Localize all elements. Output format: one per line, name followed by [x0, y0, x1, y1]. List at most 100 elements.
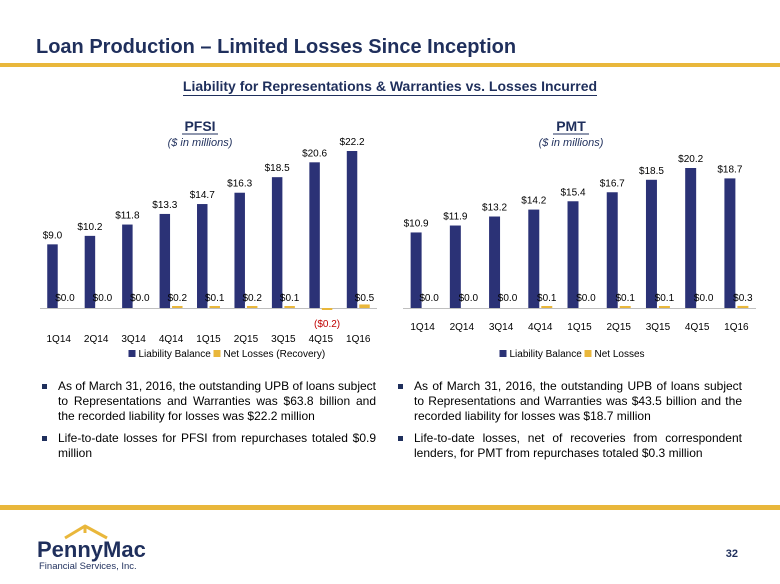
pfsi-liability-label: $10.2 [77, 222, 102, 233]
pmt-losses-label: $0.1 [655, 293, 675, 304]
pfsi-liability-label: $11.8 [115, 211, 140, 222]
pmt-liability-bar [410, 232, 422, 308]
pfsi-x-tick-label: 1Q14 [46, 334, 71, 345]
pfsi-liability-label: $22.2 [340, 137, 365, 148]
pmt-liability-label: $14.2 [521, 196, 546, 207]
pfsi-x-tick-label: 4Q15 [309, 334, 334, 345]
pfsi-legend-label-liability: Liability Balance [139, 349, 212, 360]
pfsi-losses-bar [209, 306, 220, 308]
pfsi-x-tick-label: 1Q16 [346, 334, 371, 345]
pmt-chart: PMT ($ in millions) $10.9 $0.0 1Q14 $11.9 $0.0… [403, 118, 756, 360]
page-title: Loan Production – Limited Losses Since I… [36, 36, 517, 58]
pmt-losses-bar [541, 306, 553, 308]
pfsi-legend: Liability Balance Net Losses (Recovery) [128, 349, 326, 360]
pfsi-liability-label: $20.6 [302, 148, 327, 159]
pmt-x-tick-label: 1Q15 [567, 322, 592, 333]
pmt-losses-label: $0.0 [694, 293, 714, 304]
pfsi-chart: PFSI ($ in millions) $9.0 $0.0 1Q14 $10.2 $0.0… [40, 118, 377, 360]
pfsi-liability-bar [122, 224, 133, 308]
pmt-losses-bar [619, 306, 631, 308]
title-divider [0, 63, 780, 67]
pmt-x-tick-label: 1Q14 [410, 322, 435, 333]
logo-wordmark: PennyMac [37, 537, 146, 562]
pmt-losses-label: $0.1 [615, 293, 635, 304]
pmt-losses-bar [737, 305, 749, 308]
section-subtitle: Liability for Representations & Warranti… [0, 78, 780, 96]
pfsi-note-upb: As of March 31, 2016, the outstanding UP… [40, 379, 376, 424]
pfsi-losses-label: $0.1 [280, 293, 300, 304]
pmt-liability-bar [606, 192, 618, 308]
pmt-liability-bar [567, 201, 579, 308]
pmt-note-losses: Life-to-date losses, net of recoveries f… [396, 431, 742, 461]
pmt-x-tick-label: 2Q14 [450, 322, 475, 333]
pfsi-x-tick-label: 3Q14 [121, 334, 146, 345]
pfsi-losses-label: $0.1 [205, 293, 225, 304]
pfsi-liability-bar [159, 213, 171, 308]
pmt-liability-bar [449, 225, 461, 308]
pmt-x-tick-label: 4Q15 [685, 322, 710, 333]
pfsi-liability-label: $14.7 [190, 190, 215, 201]
pfsi-losses-bar [284, 306, 295, 308]
pmt-liability-label: $20.2 [678, 154, 703, 165]
page-number: 32 [725, 548, 738, 560]
pmt-chart-title: PMT [556, 118, 586, 134]
pmt-x-tick-label: 2Q15 [606, 322, 631, 333]
pfsi-x-tick-label: 1Q15 [196, 334, 221, 345]
pfsi-losses-bar [321, 308, 333, 310]
pfsi-losses-label: ($0.2) [314, 319, 340, 330]
pmt-losses-label: $0.3 [733, 293, 753, 304]
pfsi-liability-bar [234, 192, 245, 308]
pfsi-x-tick-label: 4Q14 [159, 334, 184, 345]
pmt-losses-label: $0.0 [419, 293, 439, 304]
pmt-liability-label: $10.9 [404, 218, 429, 229]
footer-divider [0, 505, 780, 510]
pmt-losses-label: $0.0 [498, 293, 518, 304]
pfsi-legend-label-losses: Net Losses (Recovery) [224, 349, 326, 360]
pfsi-liability-bar [271, 177, 283, 308]
pmt-legend-swatch-liability [499, 350, 507, 357]
pmt-liability-bar [724, 178, 736, 308]
pennymac-logo: PennyMac Financial Services, Inc. [37, 524, 146, 572]
section-subtitle-text: Liability for Representations & Warranti… [182, 78, 598, 96]
pmt-chart-subtitle: ($ in millions) [539, 137, 604, 149]
pmt-x-tick-label: 3Q15 [646, 322, 671, 333]
pmt-legend-label-losses: Net Losses [595, 349, 645, 360]
pmt-liability-label: $11.9 [443, 212, 468, 223]
pfsi-losses-label: $0.2 [168, 293, 188, 304]
pmt-liability-label: $16.7 [600, 178, 625, 189]
pmt-x-tick-label: 3Q14 [489, 322, 514, 333]
pmt-x-tick-label: 4Q14 [528, 322, 553, 333]
pfsi-x-tick-label: 2Q14 [84, 334, 109, 345]
pfsi-liability-bar [84, 235, 96, 308]
pmt-liability-bar [645, 179, 657, 308]
pfsi-x-tick-label: 3Q15 [271, 334, 296, 345]
pmt-legend-swatch-losses [584, 350, 592, 357]
pfsi-legend-swatch-liability [128, 350, 136, 357]
pfsi-chart-subtitle: ($ in millions) [168, 137, 233, 149]
pfsi-chart-title: PFSI [184, 118, 215, 134]
pmt-losses-label: $0.1 [537, 293, 557, 304]
pfsi-losses-bar [359, 304, 370, 308]
pfsi-losses-label: $0.2 [242, 293, 262, 304]
pfsi-liability-bar [346, 151, 358, 308]
pfsi-liability-bar [197, 204, 208, 308]
pmt-liability-bar [685, 168, 697, 308]
pfsi-x-tick-label: 2Q15 [234, 334, 259, 345]
pfsi-losses-label: $0.0 [130, 293, 150, 304]
pmt-liability-bar [489, 216, 501, 308]
pfsi-legend-swatch-losses [213, 350, 221, 357]
logo-tagline: Financial Services, Inc. [39, 561, 137, 572]
pfsi-note-losses: Life-to-date losses for PFSI from repurc… [40, 431, 376, 461]
pmt-legend-label-liability: Liability Balance [510, 349, 583, 360]
pfsi-liability-label: $13.3 [152, 200, 177, 211]
pmt-liability-label: $18.5 [639, 166, 664, 177]
pmt-liability-label: $18.7 [717, 164, 742, 175]
pfsi-losses-label: $0.0 [93, 293, 113, 304]
pmt-note-upb: As of March 31, 2016, the outstanding UP… [396, 379, 742, 424]
pfsi-liability-label: $9.0 [43, 230, 63, 241]
pfsi-losses-bar [172, 306, 183, 308]
pmt-losses-bar [658, 306, 670, 308]
pfsi-losses-label: $0.0 [55, 293, 75, 304]
pmt-liability-bar [528, 209, 540, 308]
pmt-liability-label: $13.2 [482, 203, 507, 214]
